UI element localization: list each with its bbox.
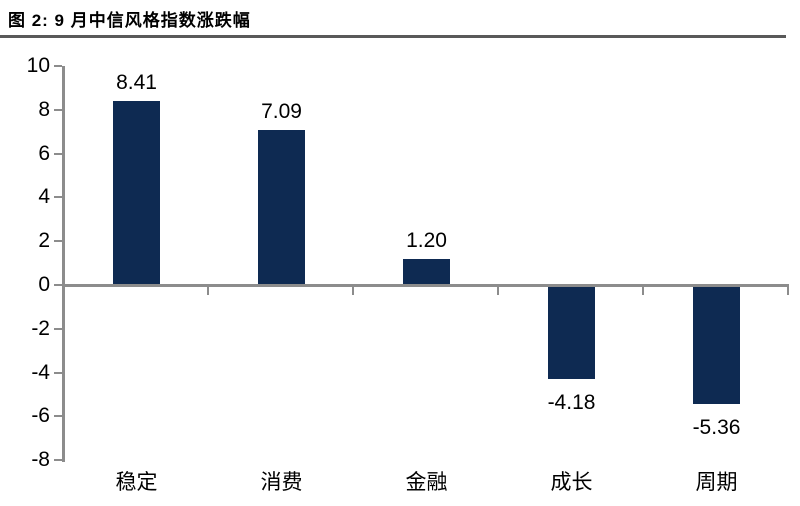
y-tick [54, 152, 62, 155]
y-tick [54, 240, 62, 243]
y-tick [54, 284, 62, 286]
y-tick-label: -8 [31, 448, 50, 472]
x-tick [207, 287, 209, 295]
y-axis-line [62, 66, 65, 463]
y-tick [54, 415, 62, 418]
y-tick-label: -6 [31, 404, 50, 428]
category-label: 周期 [695, 470, 738, 494]
bar-value-label: 7.09 [261, 99, 302, 123]
bar-value-label: 8.41 [116, 70, 157, 94]
chart-title: 图 2: 9 月中信风格指数涨跌幅 [8, 11, 251, 30]
bar-value-label: -4.18 [547, 390, 596, 414]
y-tick-label: 8 [38, 97, 50, 121]
y-tick [54, 196, 62, 199]
y-tick [54, 327, 62, 330]
bar [113, 100, 160, 285]
bar-value-label: -5.36 [692, 416, 741, 440]
bar [403, 258, 450, 285]
category-label: 成长 [550, 470, 593, 494]
y-tick-label: -2 [31, 316, 50, 340]
x-tick [352, 287, 354, 295]
y-tick [54, 371, 62, 374]
category-label: 稳定 [115, 470, 158, 494]
x-tick [787, 287, 789, 295]
zero-line [62, 284, 789, 287]
x-tick [497, 287, 499, 295]
bar [693, 287, 740, 405]
category-label: 金融 [405, 470, 448, 494]
y-tick [54, 65, 62, 67]
y-tick-label: 0 [38, 273, 50, 296]
y-tick-label: 6 [38, 141, 50, 165]
y-tick [54, 459, 62, 462]
bar [258, 129, 305, 285]
y-tick-label: -4 [31, 360, 50, 384]
bar-value-label: 1.20 [406, 228, 447, 252]
x-tick [642, 287, 644, 295]
y-tick-label: 10 [26, 54, 50, 77]
y-tick-label: 2 [38, 229, 50, 253]
y-tick [54, 108, 62, 111]
title-divider [0, 35, 786, 38]
category-label: 消费 [260, 470, 303, 494]
bar [548, 287, 595, 379]
y-tick-label: 4 [38, 185, 50, 209]
